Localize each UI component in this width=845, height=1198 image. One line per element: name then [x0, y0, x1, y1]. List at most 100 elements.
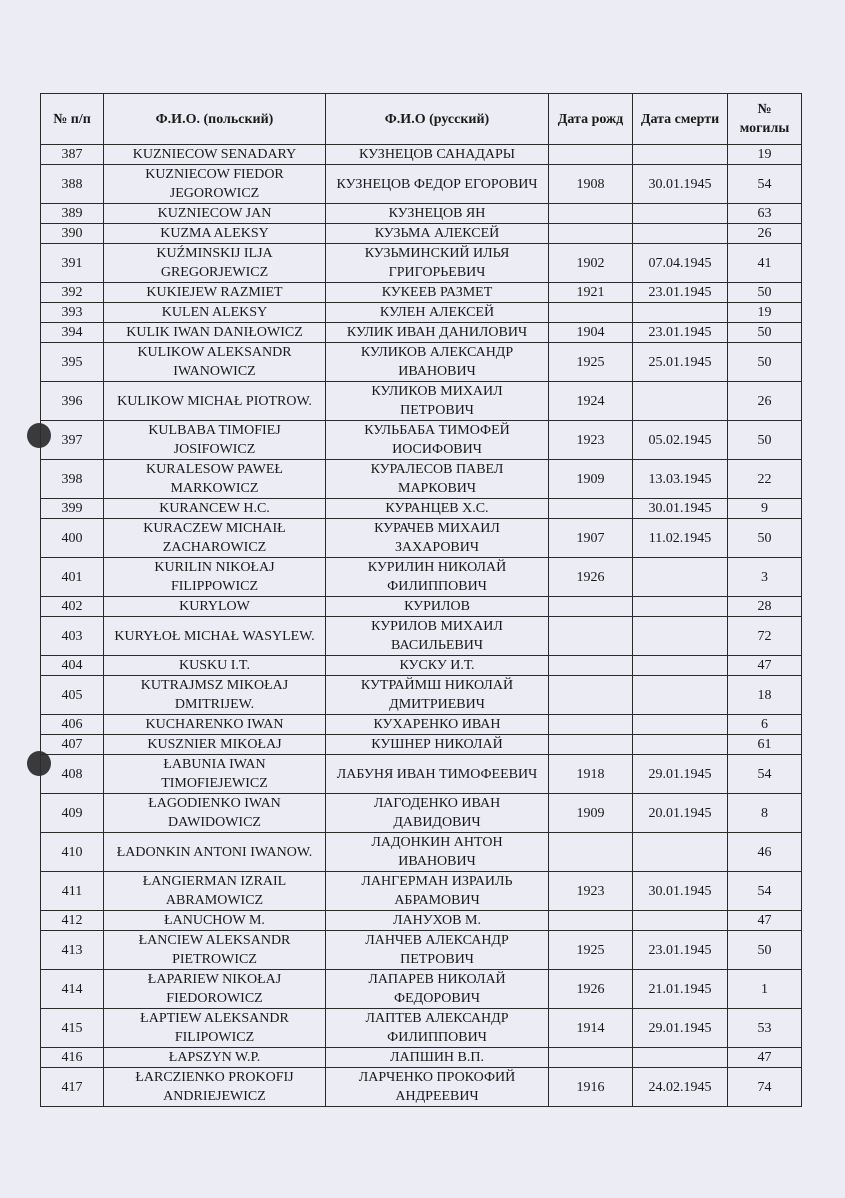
cell-name-russian: КУЗЬМА АЛЕКСЕЙ — [325, 223, 549, 244]
column-header-birth-date: Дата рожд — [548, 93, 633, 145]
cell-name-russian: КУЛИК ИВАН ДАНИЛОВИЧ — [325, 322, 549, 343]
table-row: 392 KUKIEJEW RAZMIET КУКЕЕВ РАЗМЕТ 1921 23.0… — [40, 282, 802, 303]
cell-birth-date: 1921 — [548, 282, 633, 303]
cell-name-russian: КУЛЕН АЛЕКСЕЙ — [325, 302, 549, 323]
cell-name-polish: ŁARCZIENKO PROKOFIJ ANDRIEJEWICZ — [103, 1067, 326, 1107]
cell-birth-date — [548, 714, 633, 735]
table-row: 417 ŁARCZIENKO PROKOFIJ ANDRIEJEWICZ ЛАРЧЕ… — [40, 1067, 802, 1107]
cell-name-russian: КУТРАЙМШ НИКОЛАЙ ДМИТРИЕВИЧ — [325, 675, 549, 715]
cell-grave-number: 3 — [727, 557, 802, 597]
cell-row-number: 402 — [40, 596, 104, 617]
cell-birth-date — [548, 498, 633, 519]
column-header-death-date: Дата смерти — [632, 93, 728, 145]
cell-grave-number: 50 — [727, 930, 802, 970]
cell-name-polish: KUKIEJEW RAZMIET — [103, 282, 326, 303]
cell-name-polish: KURYLOW — [103, 596, 326, 617]
cell-death-date: 29.01.1945 — [632, 754, 728, 794]
cell-name-polish: KUZMA ALEKSY — [103, 223, 326, 244]
cell-name-polish: KURACZEW MICHAIŁ ZACHAROWICZ — [103, 518, 326, 558]
cell-name-russian: КУЗНЕЦОВ ЯН — [325, 203, 549, 224]
cell-name-polish: KULEN ALEKSY — [103, 302, 326, 323]
cell-row-number: 405 — [40, 675, 104, 715]
table-row: 412 ŁANUCHOW M. ЛАНУХОВ М. 47 — [40, 910, 802, 931]
table-row: 411 ŁANGIERMAN IZRAIL ABRAMOWICZ ЛАНГЕРМАН… — [40, 871, 802, 911]
cell-row-number: 415 — [40, 1008, 104, 1048]
cell-birth-date: 1902 — [548, 243, 633, 283]
cell-name-polish: ŁAPARIEW NIKOŁAJ FIEDOROWICZ — [103, 969, 326, 1009]
table-row: 400 KURACZEW MICHAIŁ ZACHAROWICZ КУРАЧЕВ М… — [40, 518, 802, 558]
cell-row-number: 392 — [40, 282, 104, 303]
cell-row-number: 417 — [40, 1067, 104, 1107]
cell-name-russian: КУШНЕР НИКОЛАЙ — [325, 734, 549, 755]
cell-death-date — [632, 557, 728, 597]
cell-name-polish: ŁADONKIN ANTONI IWANOW. — [103, 832, 326, 872]
cell-name-polish: KURALESOW PAWEŁ MARKOWICZ — [103, 459, 326, 499]
cell-name-russian: КУРИЛИН НИКОЛАЙ ФИЛИППОВИЧ — [325, 557, 549, 597]
cell-birth-date: 1907 — [548, 518, 633, 558]
cell-grave-number: 50 — [727, 282, 802, 303]
cell-row-number: 393 — [40, 302, 104, 323]
cell-grave-number: 54 — [727, 871, 802, 911]
cell-row-number: 409 — [40, 793, 104, 833]
cell-grave-number: 47 — [727, 655, 802, 676]
table-row: 410 ŁADONKIN ANTONI IWANOW. ЛАДОНКИН АНТОН… — [40, 832, 802, 872]
cell-grave-number: 26 — [727, 223, 802, 244]
table-row: 388 KUZNIECOW FIEDOR JEGOROWICZ КУЗНЕЦОВ Ф… — [40, 164, 802, 204]
cell-birth-date: 1923 — [548, 871, 633, 911]
cell-grave-number: 61 — [727, 734, 802, 755]
cell-row-number: 388 — [40, 164, 104, 204]
cell-birth-date — [548, 832, 633, 872]
cell-name-polish: KUZNIECOW JAN — [103, 203, 326, 224]
cell-grave-number: 47 — [727, 910, 802, 931]
cell-name-polish: KULIK IWAN DANIŁOWICZ — [103, 322, 326, 343]
cell-birth-date: 1918 — [548, 754, 633, 794]
cell-death-date: 30.01.1945 — [632, 871, 728, 911]
cell-grave-number: 50 — [727, 322, 802, 343]
cell-death-date: 23.01.1945 — [632, 282, 728, 303]
cell-row-number: 399 — [40, 498, 104, 519]
cell-name-polish: ŁANCIEW ALEKSANDR PIETROWICZ — [103, 930, 326, 970]
cell-name-russian: КУКЕЕВ РАЗМЕТ — [325, 282, 549, 303]
cell-grave-number: 8 — [727, 793, 802, 833]
cell-row-number: 413 — [40, 930, 104, 970]
table-row: 407 KUSZNIER MIKOŁAJ КУШНЕР НИКОЛАЙ 61 — [40, 734, 802, 755]
column-header-row-number: № п/п — [40, 93, 104, 145]
cell-row-number: 410 — [40, 832, 104, 872]
table-row: 401 KURILIN NIKOŁAJ FILIPPOWICZ КУРИЛИН НИ… — [40, 557, 802, 597]
cell-name-polish: ŁANUCHOW M. — [103, 910, 326, 931]
cell-row-number: 387 — [40, 144, 104, 165]
cell-death-date — [632, 302, 728, 323]
cell-name-russian: ЛАПШИН В.П. — [325, 1047, 549, 1068]
cell-birth-date — [548, 203, 633, 224]
cell-death-date — [632, 144, 728, 165]
cell-birth-date — [548, 596, 633, 617]
cell-row-number: 389 — [40, 203, 104, 224]
cell-name-polish: KULIKOW ALEKSANDR IWANOWICZ — [103, 342, 326, 382]
cell-name-russian: ЛАНГЕРМАН ИЗРАИЛЬ АБРАМОВИЧ — [325, 871, 549, 911]
cell-birth-date — [548, 616, 633, 656]
cell-grave-number: 54 — [727, 164, 802, 204]
cell-grave-number: 19 — [727, 144, 802, 165]
cell-row-number: 401 — [40, 557, 104, 597]
cell-death-date — [632, 616, 728, 656]
cell-birth-date: 1924 — [548, 381, 633, 421]
cell-death-date: 23.01.1945 — [632, 322, 728, 343]
cell-death-date — [632, 832, 728, 872]
cell-death-date — [632, 734, 728, 755]
cell-name-russian: КУЗЬМИНСКИЙ ИЛЬЯ ГРИГОРЬЕВИЧ — [325, 243, 549, 283]
cell-grave-number: 28 — [727, 596, 802, 617]
cell-birth-date — [548, 675, 633, 715]
cell-name-russian: КУЗНЕЦОВ ФЕДОР ЕГОРОВИЧ — [325, 164, 549, 204]
table-row: 399 KURANCEW H.C. КУРАНЦЕВ Х.С. 30.01.1945 9 — [40, 498, 802, 519]
table-row: 389 KUZNIECOW JAN КУЗНЕЦОВ ЯН 63 — [40, 203, 802, 224]
table-row: 394 KULIK IWAN DANIŁOWICZ КУЛИК ИВАН ДАНИЛ… — [40, 322, 802, 343]
cell-grave-number: 50 — [727, 518, 802, 558]
cell-birth-date: 1926 — [548, 969, 633, 1009]
cell-death-date — [632, 223, 728, 244]
cell-row-number: 396 — [40, 381, 104, 421]
cell-row-number: 397 — [40, 420, 104, 460]
cell-grave-number: 53 — [727, 1008, 802, 1048]
table-row: 404 KUSKU I.T. КУСКУ И.Т. 47 — [40, 655, 802, 676]
table-row: 390 KUZMA ALEKSY КУЗЬМА АЛЕКСЕЙ 26 — [40, 223, 802, 244]
cell-death-date: 25.01.1945 — [632, 342, 728, 382]
